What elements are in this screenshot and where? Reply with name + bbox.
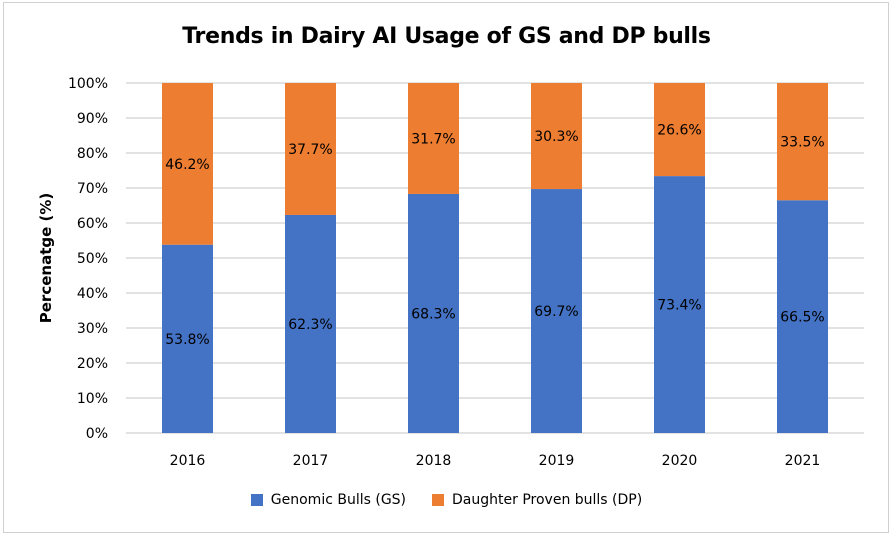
data-label-dp-2018: 31.7% — [411, 131, 455, 147]
y-tick-label: 30% — [77, 321, 108, 337]
data-label-dp-2021: 33.5% — [780, 135, 824, 151]
legend-swatch-dp — [432, 494, 445, 506]
y-tick-label: 20% — [77, 356, 108, 372]
x-tick-label: 2016 — [170, 453, 206, 469]
x-tick-label: 2018 — [416, 453, 452, 469]
bars — [162, 83, 828, 433]
bar-gs-2016 — [162, 244, 213, 433]
bar-gs-2017 — [285, 214, 336, 433]
bar-dp-2019 — [531, 83, 582, 190]
data-label-gs-2016: 53.8% — [165, 332, 209, 348]
bar-gs-2020 — [654, 176, 705, 433]
legend-label-dp: Daughter Proven bulls (DP) — [452, 492, 643, 508]
bar-dp-2017 — [285, 83, 336, 215]
bar-gs-2019 — [531, 189, 582, 433]
y-tick-label: 70% — [77, 181, 108, 197]
y-tick-label: 100% — [68, 76, 108, 92]
y-tick-label: 10% — [77, 391, 108, 407]
bar-dp-2016 — [162, 83, 213, 245]
data-label-dp-2020: 26.6% — [657, 123, 701, 139]
x-tick-label: 2019 — [539, 453, 575, 469]
x-axis-ticks: 2016 2017 2018 2019 2020 2021 — [170, 453, 821, 469]
x-tick-label: 2020 — [662, 453, 698, 469]
y-tick-label: 0% — [86, 426, 108, 442]
legend-item-gs: Genomic Bulls (GS) — [250, 492, 407, 508]
y-axis-ticks: 0% 10% 20% 30% 40% 50% 60% 70% 80% 90% 100% — [68, 76, 108, 442]
y-axis-label: Percenatge (%) — [37, 193, 55, 323]
data-label-gs-2018: 68.3% — [411, 306, 455, 322]
data-label-gs-2019: 69.7% — [534, 304, 578, 320]
data-label-gs-2021: 66.5% — [780, 310, 824, 326]
legend-item-dp: Daughter Proven bulls (DP) — [432, 492, 642, 508]
bar-dp-2018 — [408, 83, 459, 194]
x-tick-label: 2017 — [293, 453, 329, 469]
x-tick-label: 2021 — [785, 453, 821, 469]
legend: Genomic Bulls (GS) Daughter Proven bulls… — [0, 492, 893, 508]
data-label-dp-2016: 46.2% — [165, 157, 209, 173]
y-tick-label: 40% — [77, 286, 108, 302]
bar-dp-2021 — [777, 83, 828, 201]
bar-gs-2018 — [408, 193, 459, 433]
gridlines — [126, 82, 864, 434]
y-tick-label: 60% — [77, 216, 108, 232]
data-labels: 53.8% 46.2% 62.3% 37.7% 68.3% 31.7% 69.7% 30.3%… — [165, 123, 824, 348]
y-tick-label: 50% — [77, 251, 108, 267]
data-label-gs-2017: 62.3% — [288, 317, 332, 333]
data-label-dp-2017: 37.7% — [288, 142, 332, 158]
legend-swatch-gs — [250, 494, 263, 506]
y-tick-label: 90% — [77, 111, 108, 127]
data-label-dp-2019: 30.3% — [534, 129, 578, 145]
legend-label-gs: Genomic Bulls (GS) — [270, 492, 407, 508]
y-tick-label: 80% — [77, 146, 108, 162]
bar-gs-2021 — [777, 200, 828, 433]
data-label-gs-2020: 73.4% — [657, 298, 701, 314]
chart-title: Trends in Dairy AI Usage of GS and DP bu… — [182, 24, 711, 49]
bar-dp-2020 — [654, 83, 705, 177]
